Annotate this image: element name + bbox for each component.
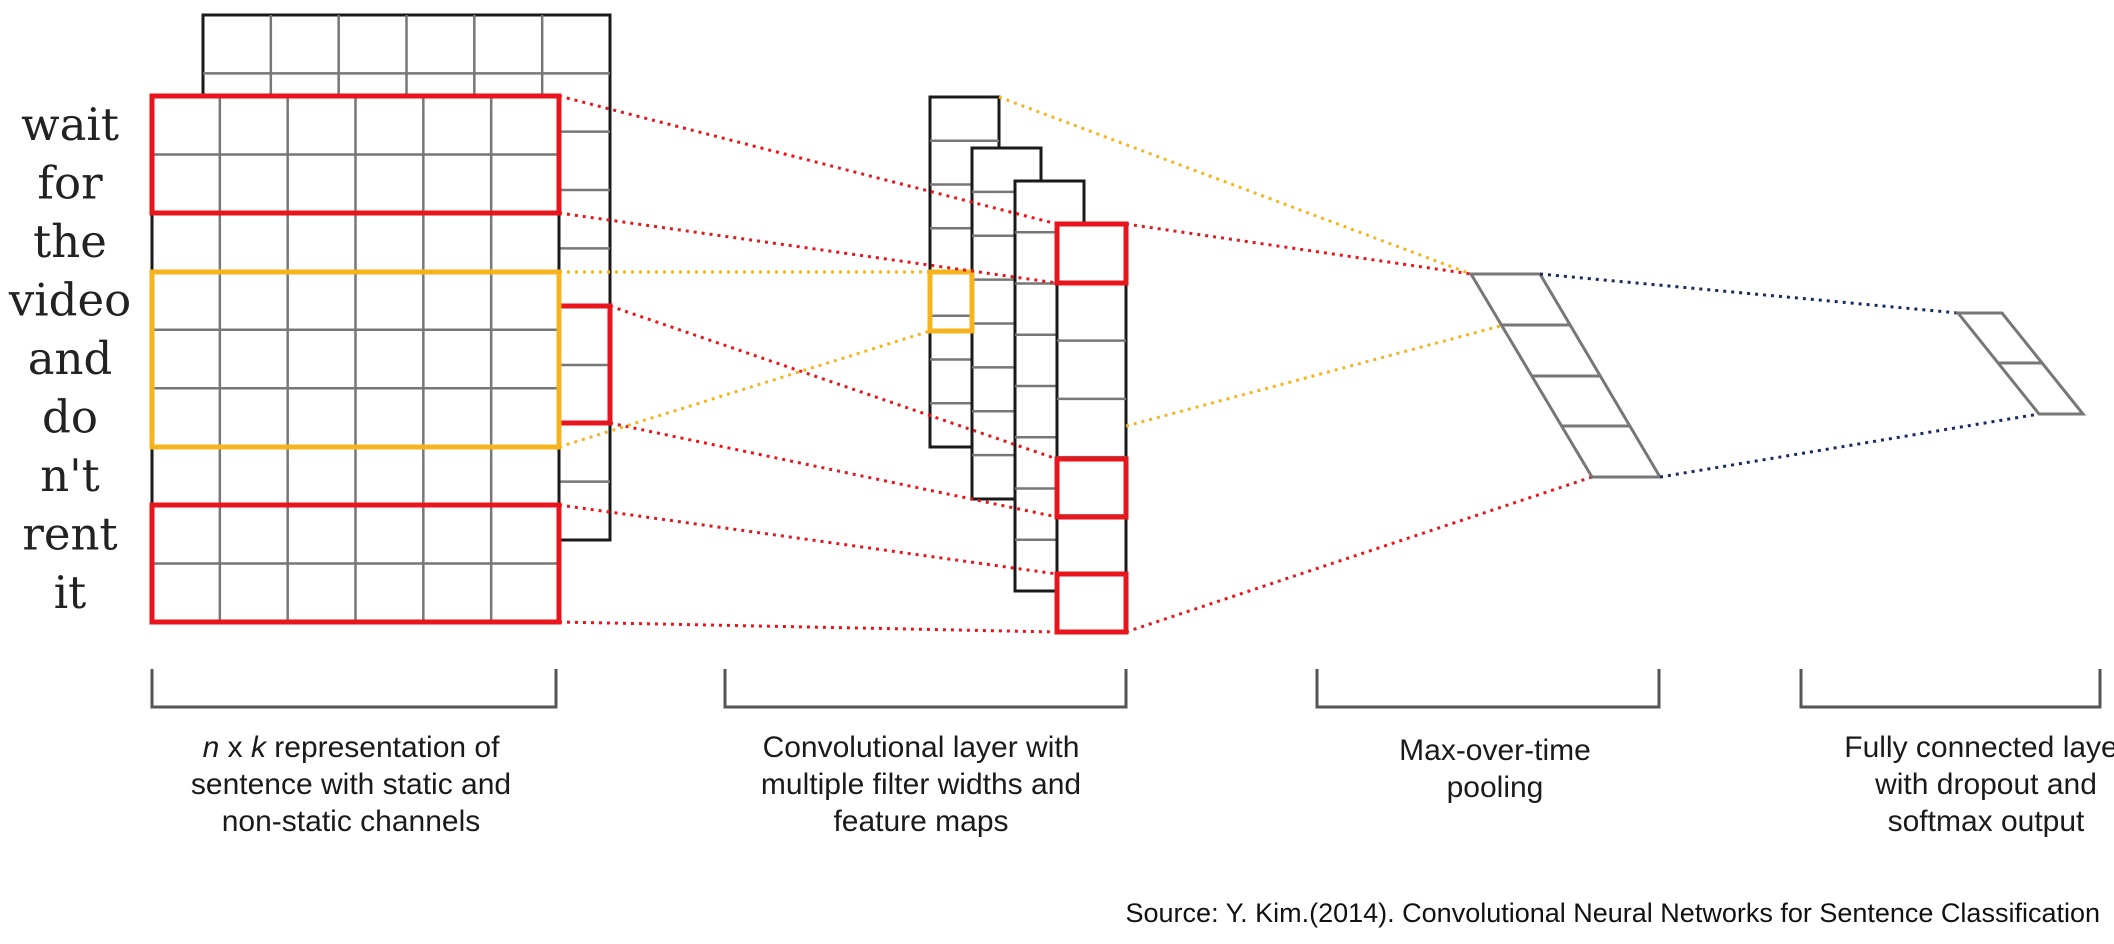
caption-fc-line3: softmax output bbox=[1888, 805, 2085, 838]
caption-input-k: k bbox=[251, 731, 268, 764]
caption-conv-line1: Convolutional layer with bbox=[763, 731, 1080, 764]
feature-map-cell-red-middle bbox=[1054, 456, 1129, 520]
bracket-pool bbox=[1315, 669, 1661, 709]
caption-fc-line1: Fully connected layer bbox=[1844, 731, 2114, 764]
caption-input-n: n bbox=[203, 731, 220, 764]
feature-map-cell-yellow bbox=[927, 269, 975, 334]
filter-window-bottom bbox=[149, 502, 562, 625]
pool-to-fc-connectors bbox=[1539, 272, 2040, 479]
caption-fc: Fully connected layer with dropout and s… bbox=[1844, 731, 2114, 838]
caption-input-line2: sentence with static and bbox=[191, 768, 511, 801]
feature-map-cell-red-top bbox=[1054, 221, 1129, 286]
caption-conv-line2: multiple filter widths and bbox=[761, 768, 1081, 801]
caption-fc-line2: with dropout and bbox=[1874, 768, 2097, 801]
caption-pool: Max-over-time pooling bbox=[1399, 734, 1591, 804]
sentence-word: wait bbox=[21, 98, 119, 151]
bracket-fc bbox=[1799, 669, 2102, 709]
caption-input-rest: representation of bbox=[266, 731, 500, 764]
caption-conv-line3: feature maps bbox=[833, 805, 1008, 838]
conv-to-pool-connectors bbox=[998, 95, 1593, 634]
caption-input-x: x bbox=[219, 731, 251, 764]
bracket-conv bbox=[723, 669, 1128, 709]
sentence-word: n't bbox=[40, 449, 99, 502]
input-matrix-front-channel bbox=[150, 94, 561, 624]
caption-input-line3: non-static channels bbox=[222, 805, 481, 838]
sentence-word: and bbox=[28, 332, 113, 385]
source-citation: Source: Y. Kim.(2014). Convolutional Neu… bbox=[1126, 898, 2100, 928]
caption-input: n x k representation of sentence with st… bbox=[191, 731, 511, 838]
input-to-conv-connectors bbox=[558, 94, 1058, 634]
max-pool-vector bbox=[1468, 272, 1663, 479]
bracket-input bbox=[150, 669, 558, 709]
caption-conv: Convolutional layer with multiple filter… bbox=[761, 731, 1081, 838]
sentence-word: do bbox=[42, 390, 98, 443]
sentence-word: for bbox=[37, 157, 103, 210]
filter-window-middle bbox=[149, 269, 562, 450]
filter-window-top bbox=[149, 93, 562, 216]
svg-text:n x k representation of: n x k representation of bbox=[203, 731, 501, 764]
sentence-word: video bbox=[8, 274, 131, 327]
caption-pool-line2: pooling bbox=[1447, 771, 1544, 804]
sentence-word: it bbox=[54, 566, 86, 619]
feature-map-cell-red-bottom bbox=[1054, 571, 1129, 635]
sentence-word: the bbox=[33, 215, 107, 268]
softmax-output-vector bbox=[1954, 311, 2087, 416]
caption-pool-line1: Max-over-time bbox=[1399, 734, 1591, 767]
sentence-word: rent bbox=[22, 507, 117, 560]
